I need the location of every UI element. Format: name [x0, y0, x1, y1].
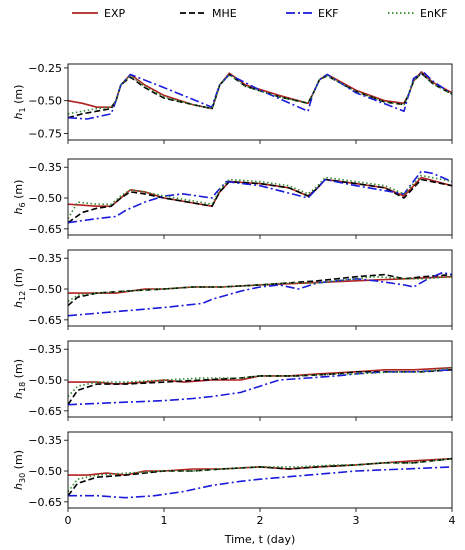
y-axis-label: h30 (m) [12, 450, 27, 490]
legend-label: MHE [212, 7, 237, 20]
series-line-mhe [68, 178, 452, 224]
legend-entry-mhe: MHE [180, 7, 237, 20]
series-line-enkf [68, 457, 452, 493]
y-tick-label: −0.25 [28, 62, 62, 75]
x-tick-label: 1 [161, 514, 168, 527]
legend-label: EnKF [420, 7, 447, 20]
y-axis-label: h12 (m) [12, 268, 27, 308]
x-tick-label: 3 [353, 514, 360, 527]
y-tick-label: −0.50 [28, 283, 62, 296]
y-axis-label: h6 (m) [12, 180, 27, 215]
y-tick-label: −0.50 [28, 95, 62, 108]
panel-frame [67, 340, 453, 418]
panel-frame [67, 249, 453, 327]
y-axis-label: h18 (m) [12, 359, 27, 399]
legend-entry-ekf: EKF [286, 7, 339, 20]
y-axis-label: h1 (m) [12, 85, 27, 120]
legend-label: EXP [104, 7, 125, 20]
series-line-enkf [68, 72, 452, 115]
y-tick-label: −0.50 [28, 465, 62, 478]
panel-frame [67, 158, 453, 236]
y-tick-label: −0.35 [28, 434, 62, 447]
x-axis-label: Time, t (day) [224, 533, 296, 546]
series-line-enkf [68, 366, 452, 398]
x-tick-label: 2 [257, 514, 264, 527]
series-line-mhe [68, 457, 452, 497]
series-line-mhe [68, 369, 452, 406]
series-line-ekf [68, 466, 452, 499]
y-tick-label: −0.65 [28, 405, 62, 418]
legend-entry-enkf: EnKF [388, 7, 447, 20]
legend-entry-exp: EXP [72, 7, 125, 20]
y-tick-label: −0.65 [28, 314, 62, 327]
y-tick-label: −0.50 [28, 192, 62, 205]
panel-h30: −0.35 −0.50 −0.650 1 2 3 4 h30 (m) [12, 431, 456, 527]
y-tick-label: −0.50 [28, 374, 62, 387]
y-tick-label: −0.65 [28, 223, 62, 236]
x-tick-label: 4 [449, 514, 456, 527]
series-line-exp [68, 275, 452, 294]
x-tick-label: 0 [65, 514, 72, 527]
y-tick-label: −0.35 [28, 252, 62, 265]
series-line-mhe [68, 72, 452, 119]
series-line-enkf [68, 174, 452, 220]
panel-frame [67, 63, 453, 141]
y-tick-label: −0.75 [28, 127, 62, 140]
series-line-ekf [68, 71, 452, 120]
series-line-enkf [68, 275, 452, 303]
legend-label: EKF [318, 7, 339, 20]
y-tick-label: −0.35 [28, 343, 62, 356]
panel-frame [67, 431, 453, 509]
series-line-ekf [68, 271, 452, 317]
series-line-ekf [68, 170, 452, 224]
series-line-ekf [68, 369, 452, 406]
y-tick-label: −0.65 [28, 496, 62, 509]
y-tick-label: −0.35 [28, 161, 62, 174]
legend: EXP MHE EKF EnKF [72, 7, 447, 20]
